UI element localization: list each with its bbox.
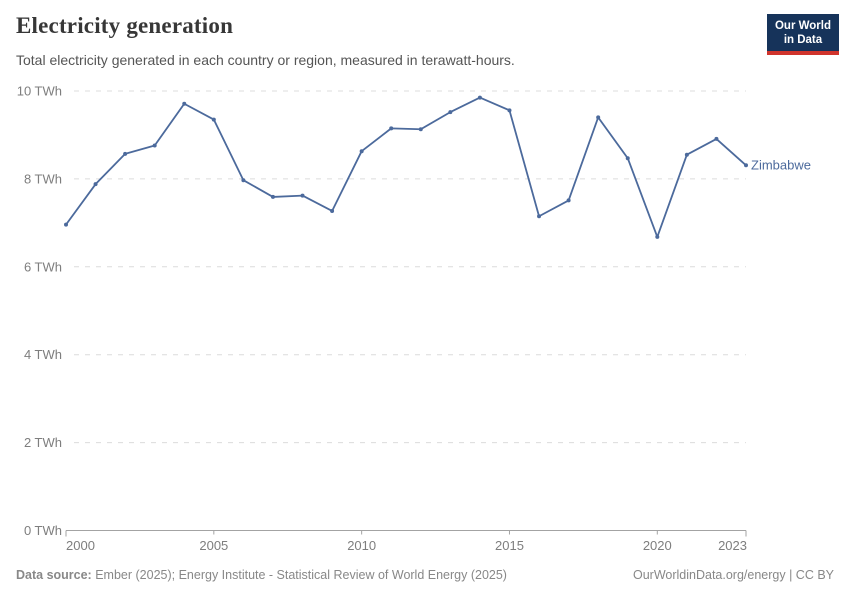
data-point[interactable] [270,194,275,199]
footer-credit[interactable]: OurWorldinData.org/energy | CC BY [632,568,834,582]
data-point[interactable] [744,163,748,168]
data-line-zimbabwe[interactable] [65,96,747,238]
data-point[interactable] [93,182,98,187]
y-axis-tick-label: 10 TWh [17,84,62,99]
data-point[interactable] [359,149,364,154]
data-point[interactable] [330,208,335,213]
owid-logo[interactable]: Our World in Data [766,14,839,55]
y-axis-tick-label: 0 TWh [24,523,62,538]
data-point[interactable] [477,95,482,100]
data-source-text: Ember (2025); Energy Institute - Statist… [95,568,507,582]
data-point[interactable] [537,214,542,219]
page-title: Electricity generation [16,13,234,38]
data-point[interactable] [507,108,512,113]
data-source: Data source: Ember (2025); Energy Instit… [16,568,507,582]
data-point[interactable] [625,156,630,161]
data-point[interactable] [64,222,68,227]
y-axis-tick-label: 2 TWh [24,435,62,450]
data-point[interactable] [448,110,453,115]
data-point[interactable] [566,198,571,203]
x-axis-tick-label: 2023 [718,538,747,553]
chart-subtitle: Total electricity generated in each coun… [16,52,515,68]
data-point[interactable] [152,143,157,148]
data-point[interactable] [123,151,128,156]
data-point[interactable] [182,101,187,106]
owid-logo-line2: in Data [783,34,823,47]
y-axis-tick-label: 8 TWh [24,171,62,186]
data-point[interactable] [418,127,423,132]
data-point[interactable] [684,152,689,157]
data-point[interactable] [596,115,601,120]
y-axis-tick-label: 6 TWh [24,259,62,274]
x-axis-tick-label: 2000 [66,538,95,553]
data-point[interactable] [211,117,216,122]
series-label-zimbabwe[interactable]: Zimbabwe [751,157,811,172]
data-point[interactable] [714,136,719,141]
data-point[interactable] [389,126,394,131]
x-axis-tick-label: 2010 [347,538,376,553]
owid-logo-line1: Our World [774,20,831,32]
data-point[interactable] [241,178,246,183]
x-axis-tick-label: 2020 [643,538,672,553]
data-point[interactable] [300,193,305,198]
x-axis-tick-label: 2015 [495,538,524,553]
y-axis-tick-label: 4 TWh [24,347,62,362]
data-source-label: Data source: [16,568,92,582]
x-axis-tick-label: 2005 [199,538,228,553]
data-point[interactable] [655,234,660,239]
